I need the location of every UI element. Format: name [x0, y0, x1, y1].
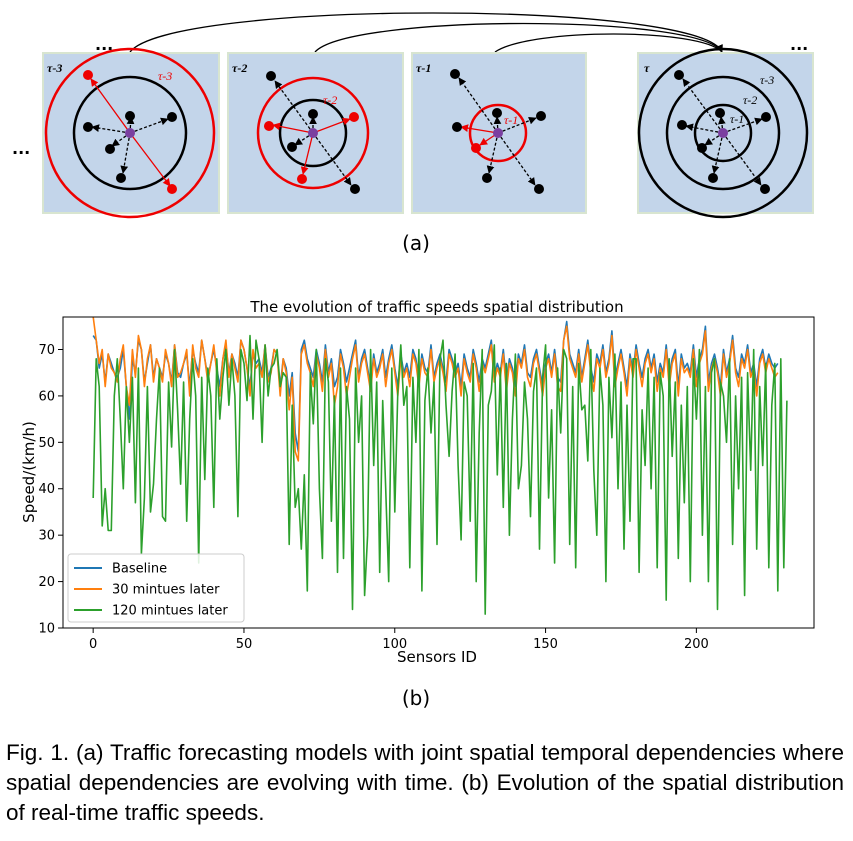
panel-label: τ-3: [47, 61, 62, 75]
series-layer: [92, 316, 788, 615]
sublabel-a: (a): [402, 231, 430, 255]
temporal-arcs: [129, 12, 723, 53]
legend-label-2: 120 mintues later: [112, 604, 228, 619]
x-tick-label: 50: [236, 637, 253, 652]
plot-frame: [62, 316, 815, 629]
x-axis: 0 50 100 150 200: [89, 628, 709, 652]
x-tick-label: 200: [684, 637, 709, 652]
y-tick-label: 50: [38, 436, 55, 451]
panel-label: τ-2: [232, 61, 247, 75]
panel-label: τ: [644, 61, 650, 75]
figure-a-diagram: τ-3 τ-3 τ-2 τ-2: [12, 12, 814, 255]
legend-label-1: 30 mintues later: [112, 583, 220, 598]
legend: Baseline 30 mintues later 120 mintues late…: [67, 553, 245, 623]
series-line-2: [92, 334, 788, 615]
y-tick-label: 20: [38, 575, 55, 590]
x-tick-label: 100: [382, 637, 407, 652]
y-tick-label: 40: [38, 482, 55, 497]
y-axis: 10 20 30 40 50 60 70: [38, 343, 63, 637]
x-tick-label: 0: [89, 637, 97, 652]
chart-title: The evolution of traffic speeds spatial …: [249, 298, 623, 316]
y-tick-label: 30: [38, 529, 55, 544]
ellipsis: ...: [95, 35, 113, 54]
circle-label: τ-2: [743, 93, 757, 107]
panel-tau-2: τ-2 τ-2: [227, 52, 404, 214]
circle-label: τ-1: [730, 112, 744, 126]
ellipsis: ...: [12, 139, 30, 158]
panel-tau-1: τ-1 τ-1: [411, 52, 587, 214]
panel-label: τ-1: [416, 61, 431, 75]
circle-label: τ-2: [323, 93, 337, 107]
panel-tau-3: τ-3 τ-3: [42, 47, 220, 219]
y-tick-label: 10: [38, 622, 55, 637]
panel-tau: τ τ-3 τ-2 τ-1: [637, 47, 814, 219]
y-axis-label: Speed/(km/h): [20, 421, 38, 523]
circle-label: τ-3: [760, 73, 774, 87]
x-axis-label: Sensors ID: [397, 648, 477, 666]
legend-label-0: Baseline: [112, 562, 167, 577]
ellipsis: ...: [790, 35, 808, 54]
y-tick-label: 60: [38, 389, 55, 404]
circle-label: τ-3: [158, 69, 172, 83]
sublabel-b: (b): [402, 686, 430, 710]
speed-line-chart: The evolution of traffic speeds spatial …: [20, 298, 815, 710]
x-tick-label: 150: [533, 637, 558, 652]
y-tick-label: 70: [38, 343, 55, 358]
figure-caption: Fig. 1. (a) Traffic forecasting models w…: [6, 740, 844, 825]
circle-label: τ-1: [504, 113, 518, 127]
legend-box: [67, 553, 245, 623]
